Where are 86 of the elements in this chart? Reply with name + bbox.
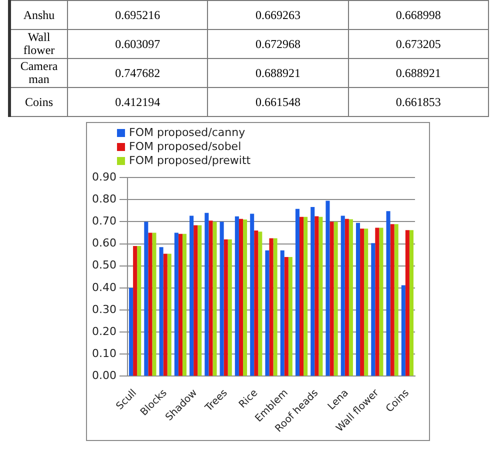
bar <box>360 228 364 376</box>
bar <box>137 246 142 376</box>
bar <box>194 225 198 376</box>
bar <box>348 219 353 376</box>
bar <box>386 211 390 376</box>
category-label: Wall flower <box>10 30 68 58</box>
y-tick-label: 0.60 <box>92 236 116 250</box>
bar <box>163 254 168 376</box>
bar <box>129 288 134 376</box>
data-label: 0.672968 <box>208 30 348 58</box>
bar <box>334 222 338 376</box>
y-tick-label: 0.20 <box>92 324 116 338</box>
y-tick-label: 0.50 <box>92 258 116 272</box>
bar <box>144 222 148 376</box>
data-label: 0.669263 <box>208 0 348 30</box>
legend-label: FOM proposed/canny <box>129 126 246 140</box>
bar <box>371 243 376 376</box>
bar <box>152 232 156 376</box>
category-label: Camera man <box>10 58 68 88</box>
bar <box>314 216 319 376</box>
bar <box>318 216 323 376</box>
y-tick-label: 0.40 <box>92 280 116 294</box>
bar <box>284 257 288 376</box>
data-label: 0.412194 <box>68 88 208 116</box>
bar <box>295 208 300 376</box>
data-label: 0.688921 <box>348 58 488 88</box>
y-tick-label: 0.10 <box>92 346 116 360</box>
bar <box>409 230 414 376</box>
data-label: 0.661548 <box>208 88 348 116</box>
bar <box>280 250 284 376</box>
data-label: 0.668998 <box>348 0 488 30</box>
y-tick-label: 0.80 <box>92 192 116 206</box>
bar <box>220 222 224 376</box>
bar <box>375 228 380 376</box>
data-label: 0.603097 <box>68 30 208 58</box>
bar <box>133 246 138 376</box>
data-label: 0.661853 <box>348 88 488 116</box>
data-label: 0.688921 <box>208 58 348 88</box>
y-tick-label: 0.70 <box>92 214 116 228</box>
bar <box>243 220 248 376</box>
bar <box>212 222 217 376</box>
bar <box>174 232 178 376</box>
category-label: Coins <box>10 88 68 116</box>
bar <box>238 218 243 376</box>
bar <box>254 230 258 376</box>
bar <box>258 232 262 376</box>
legend-label: FOM proposed/sobel <box>129 140 242 154</box>
bar <box>224 239 228 376</box>
data-label: 0.747682 <box>68 58 208 88</box>
bar <box>330 222 334 376</box>
bar <box>159 247 164 376</box>
bar <box>148 232 152 376</box>
bar <box>310 206 315 376</box>
y-tick-label: 0.90 <box>92 170 116 184</box>
bar <box>288 257 292 376</box>
bar <box>304 216 308 376</box>
bar <box>394 224 398 376</box>
bar <box>344 218 349 376</box>
data-label: 0.695216 <box>68 0 208 30</box>
bar <box>178 234 182 376</box>
bar <box>265 250 270 376</box>
bar <box>356 222 360 376</box>
category-label: Anshu <box>10 0 68 30</box>
legend-label: FOM proposed/prewitt <box>129 154 251 168</box>
bar <box>340 216 345 376</box>
bar <box>299 216 304 376</box>
y-tick-label: 0.30 <box>92 302 116 316</box>
bar <box>364 228 368 376</box>
bar <box>273 238 278 376</box>
y-tick-label: 0.00 <box>92 369 116 382</box>
bar <box>269 238 274 376</box>
bar <box>326 200 330 376</box>
bar <box>182 234 187 376</box>
bar <box>250 214 254 376</box>
data-label: 0.673205 <box>348 30 488 58</box>
bar <box>190 216 194 376</box>
bar <box>405 230 410 376</box>
bar <box>390 224 394 376</box>
bar <box>167 254 172 376</box>
bar <box>401 285 406 376</box>
bar <box>198 225 202 376</box>
bar <box>204 212 209 376</box>
bar <box>208 220 213 376</box>
bar <box>379 228 384 376</box>
bar <box>234 216 239 376</box>
bar <box>228 239 232 376</box>
